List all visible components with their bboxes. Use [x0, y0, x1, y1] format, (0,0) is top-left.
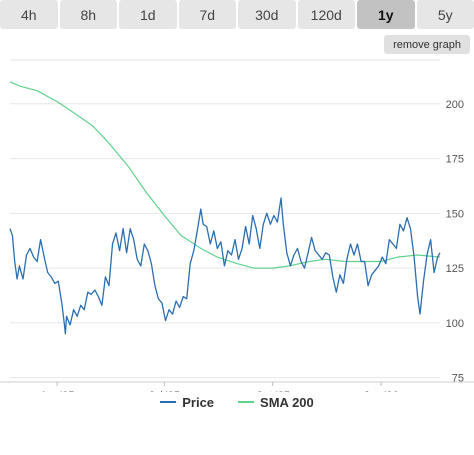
y-tick-label: 200: [446, 99, 464, 111]
y-tick-label: 125: [446, 263, 464, 275]
remove-graph-button[interactable]: remove graph: [384, 35, 470, 54]
tab-120d[interactable]: 120d: [297, 0, 355, 29]
chart-series: [9, 81, 441, 335]
x-tick-label: Oct '25: [255, 390, 290, 392]
legend-swatch-sma: [238, 401, 255, 403]
y-tick-label: 100: [446, 318, 464, 330]
tab-5y[interactable]: 5y: [416, 0, 474, 29]
legend-label-price: Price: [182, 394, 215, 410]
legend-label-sma: SMA 200: [260, 394, 314, 410]
tab-4h[interactable]: 4h: [0, 0, 58, 29]
chart-grid: [10, 59, 440, 379]
y-axis: 75 100 125 150 175 200: [446, 99, 464, 385]
y-tick-label: 150: [446, 208, 464, 220]
legend-swatch-price: [160, 401, 177, 403]
y-tick-label: 175: [446, 154, 464, 166]
y-tick-label: 75: [452, 373, 464, 385]
price-line: [9, 197, 441, 335]
timeframe-tabs: 4h 8h 1d 7d 30d 120d 1y 5y: [0, 0, 474, 29]
tab-7d[interactable]: 7d: [178, 0, 236, 29]
x-tick-label: Jan '26: [364, 390, 399, 392]
price-chart: Apr '25 Jul '25 Oct '25 Jan '26 75 100 125 150…: [0, 59, 474, 392]
tab-8h[interactable]: 8h: [59, 0, 117, 29]
x-axis: Apr '25 Jul '25 Oct '25 Jan '26: [0, 381, 474, 392]
legend-item-sma[interactable]: SMA 200: [238, 395, 314, 410]
tab-30d[interactable]: 30d: [238, 0, 296, 29]
legend-item-price[interactable]: Price: [160, 395, 214, 410]
x-tick-label: Jul '25: [149, 390, 180, 392]
sma-200-line: [9, 81, 441, 269]
chart-legend: Price SMA 200: [0, 392, 474, 412]
tab-1y[interactable]: 1y: [357, 0, 415, 29]
x-tick-label: Apr '25: [40, 390, 75, 392]
tab-1d[interactable]: 1d: [119, 0, 177, 29]
